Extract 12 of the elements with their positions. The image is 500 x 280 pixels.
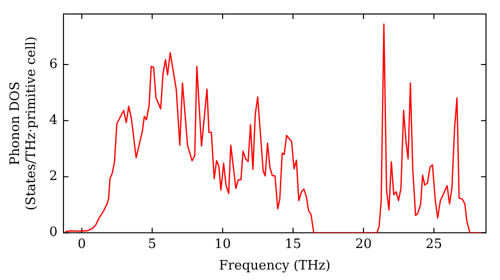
- x-tick-label: 15: [284, 236, 302, 252]
- x-tick-label: 20: [355, 236, 372, 252]
- x-axis-title: Frequency (THz): [219, 258, 330, 274]
- x-tick-label: 0: [78, 236, 86, 252]
- y-tick-label: 4: [49, 112, 58, 128]
- x-tick-label: 10: [214, 236, 231, 252]
- x-tick-label: 25: [426, 236, 442, 252]
- x-tick-label: 5: [148, 236, 156, 252]
- y-tick-label: 6: [49, 56, 58, 72]
- y-axis-title: Phonon DOS (States/THz·primitive cell): [8, 36, 39, 210]
- y-tick-label: 2: [49, 169, 58, 184]
- y-tick-label: 0: [49, 225, 58, 240]
